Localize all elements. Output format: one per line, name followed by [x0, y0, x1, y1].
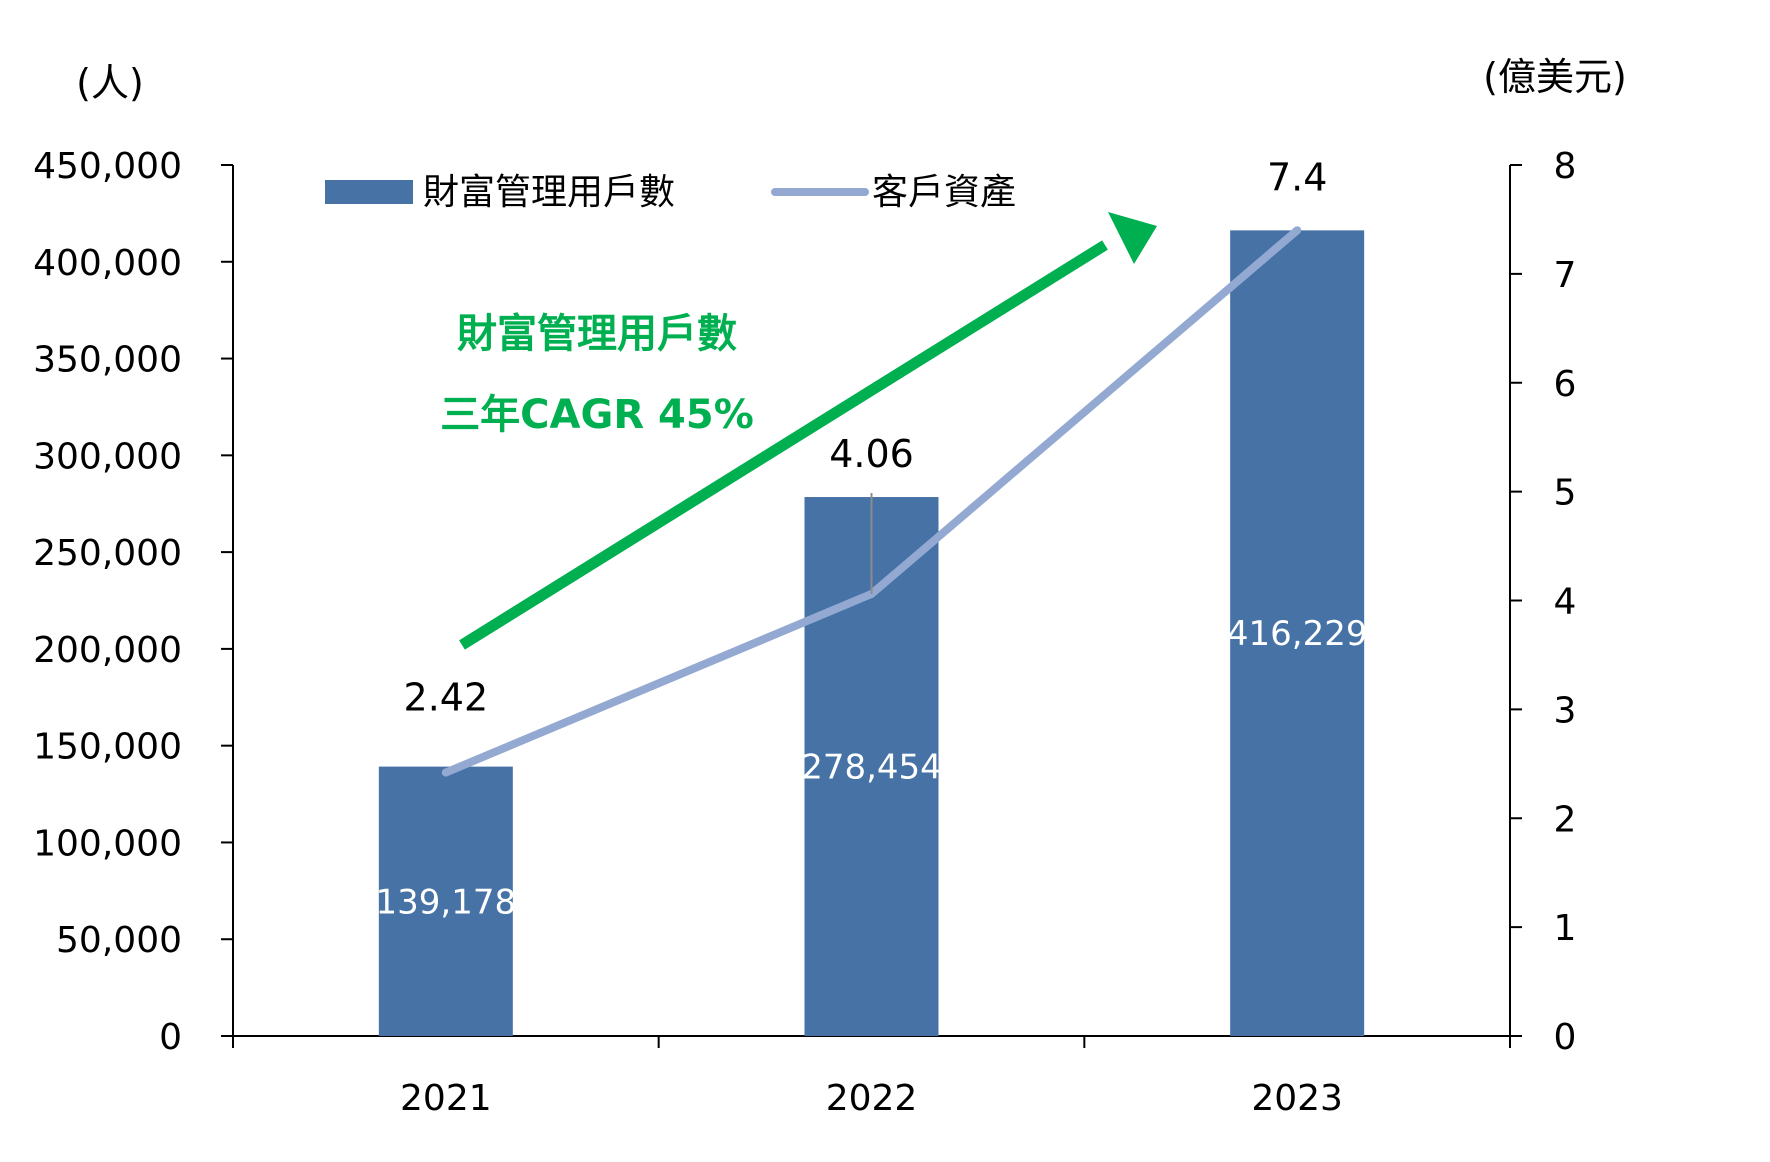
right-tick-label: 0	[1554, 1017, 1577, 1058]
line-point	[1293, 226, 1302, 235]
bar-value-label: 139,178	[376, 882, 517, 922]
left-tick-label: 350,000	[33, 340, 182, 381]
x-tick-label: 2021	[400, 1078, 492, 1119]
legend-label-line: 客戶資產	[872, 172, 1016, 213]
right-tick-label: 4	[1554, 582, 1577, 623]
right-tick-label: 5	[1554, 473, 1577, 514]
data-labels: 139,178 278,454 416,229 2.42 4.06 7.4	[376, 155, 1368, 922]
bar-value-label: 416,229	[1227, 614, 1368, 654]
growth-arrow	[459, 212, 1157, 650]
line-value-label: 2.42	[404, 676, 489, 720]
x-axis-ticks: 2021 2022 2023	[232, 1036, 1511, 1119]
right-tick-label: 6	[1554, 364, 1577, 405]
left-tick-label: 100,000	[33, 823, 182, 864]
legend-swatch-bar	[325, 180, 413, 204]
bar	[1230, 230, 1365, 1036]
right-axis-unit: (億美元)	[1483, 55, 1627, 99]
left-tick-label: 450,000	[33, 146, 182, 187]
bar-value-label: 278,454	[801, 748, 942, 788]
left-tick-label: 0	[159, 1017, 182, 1058]
right-tick-label: 8	[1554, 146, 1577, 187]
annotation-line-1: 財富管理用戶數	[457, 311, 737, 357]
left-axis-ticks: 0 50,000 100,000 150,000 200,000 250,000 300,0…	[33, 146, 233, 1058]
left-tick-label: 200,000	[33, 630, 182, 671]
legend: 財富管理用戶數 客戶資產	[325, 172, 1016, 213]
right-axis-ticks: 0 1 2 3 4 5 6 7 8	[1510, 146, 1576, 1058]
right-tick-label: 3	[1554, 690, 1577, 731]
right-tick-label: 1	[1554, 908, 1577, 949]
left-tick-label: 50,000	[56, 920, 182, 961]
right-tick-label: 2	[1554, 799, 1577, 840]
legend-label-bar: 財富管理用戶數	[423, 172, 675, 213]
line-series	[441, 226, 1302, 777]
x-tick-label: 2023	[1251, 1078, 1343, 1119]
left-axis-unit: (人)	[76, 61, 144, 105]
line-point	[441, 768, 450, 777]
left-tick-label: 400,000	[33, 243, 182, 284]
left-tick-label: 250,000	[33, 533, 182, 574]
left-tick-label: 150,000	[33, 727, 182, 768]
right-tick-label: 7	[1554, 255, 1577, 296]
x-tick-label: 2022	[826, 1078, 918, 1119]
bar	[378, 766, 513, 1036]
line-value-label: 4.06	[829, 432, 914, 476]
line-value-label: 7.4	[1267, 155, 1327, 199]
annotation-line-2: 三年CAGR 45%	[440, 392, 754, 438]
left-tick-label: 300,000	[33, 436, 182, 477]
